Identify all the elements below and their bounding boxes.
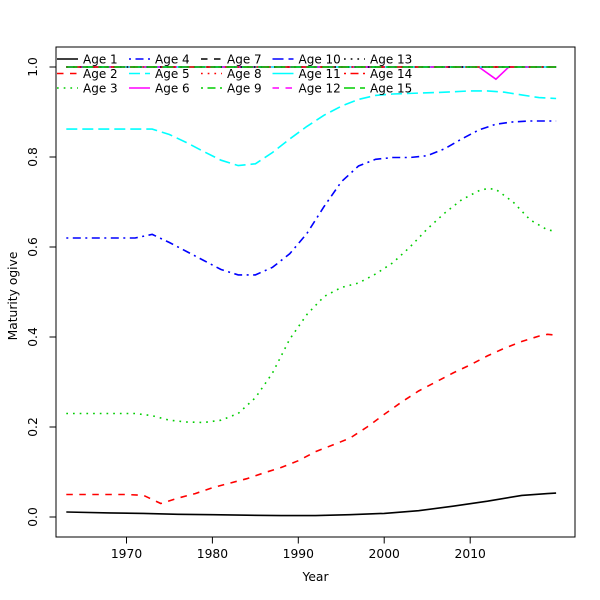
- y-tick-label: 0.8: [26, 147, 40, 167]
- x-axis: 1970 1980 1990 2000 2010: [111, 537, 486, 561]
- series-line-age-1: [66, 492, 557, 517]
- y-tick-label: 1.0: [26, 57, 40, 77]
- x-tick-label: 1990: [283, 547, 314, 561]
- legend-label: Age 3: [83, 81, 118, 95]
- legend-entry-age-12: Age 12: [272, 81, 341, 95]
- y-tick-label: 0.2: [26, 417, 40, 437]
- plot-border: [55, 46, 576, 538]
- legend-label: Age 8: [227, 67, 262, 81]
- legend-label: Age 1: [83, 52, 118, 66]
- series-line-age-2: [66, 333, 557, 505]
- legend-label: Age 7: [227, 52, 262, 66]
- legend-label: Age 9: [227, 81, 262, 95]
- y-axis-label: Maturity ogive: [6, 252, 20, 341]
- legend-label: Age 6: [155, 81, 190, 95]
- legend-entry-age-1: Age 1: [57, 52, 118, 66]
- legend-label: Age 13: [370, 52, 412, 66]
- series-line-age-5: [66, 90, 557, 167]
- legend-entry-age-14: Age 14: [344, 67, 412, 81]
- series-line-age-4: [66, 120, 557, 276]
- legend-label: Age 4: [155, 52, 190, 66]
- y-tick-label: 0.6: [26, 237, 40, 257]
- legend-entry-age-7: Age 7: [201, 52, 262, 66]
- legend-label: Age 11: [299, 67, 341, 81]
- y-tick-label: 0.0: [26, 507, 40, 527]
- legend-entry-age-4: Age 4: [129, 52, 190, 66]
- x-tick-label: 2000: [369, 547, 400, 561]
- legend-entry-age-10: Age 10: [272, 52, 341, 66]
- x-tick-label: 1980: [197, 547, 228, 561]
- legend-label: Age 2: [83, 67, 118, 81]
- legend-entry-age-13: Age 13: [344, 52, 412, 66]
- legend-label: Age 10: [299, 52, 341, 66]
- legend-label: Age 5: [155, 67, 190, 81]
- legend-label: Age 15: [370, 81, 412, 95]
- legend-entry-age-6: Age 6: [129, 81, 190, 95]
- y-axis: 0.0 0.2 0.4 0.6 0.8 1.0: [26, 57, 56, 527]
- legend-label: Age 12: [299, 81, 341, 95]
- x-tick-label: 1970: [111, 547, 142, 561]
- legend-label: Age 14: [370, 67, 412, 81]
- x-axis-label: Year: [301, 570, 329, 584]
- y-tick-label: 0.4: [26, 327, 40, 347]
- legend-entry-age-5: Age 5: [129, 67, 190, 81]
- legend-entry-age-2: Age 2: [57, 67, 118, 81]
- legend-entry-age-8: Age 8: [201, 67, 262, 81]
- series-line-age-3: [66, 187, 557, 424]
- legend-entry-age-9: Age 9: [201, 81, 262, 95]
- x-tick-label: 2010: [455, 547, 486, 561]
- legend-entry-age-3: Age 3: [57, 81, 118, 95]
- series-layer: [66, 66, 557, 517]
- legend-entry-age-11: Age 11: [272, 67, 341, 81]
- legend-entry-age-15: Age 15: [344, 81, 412, 95]
